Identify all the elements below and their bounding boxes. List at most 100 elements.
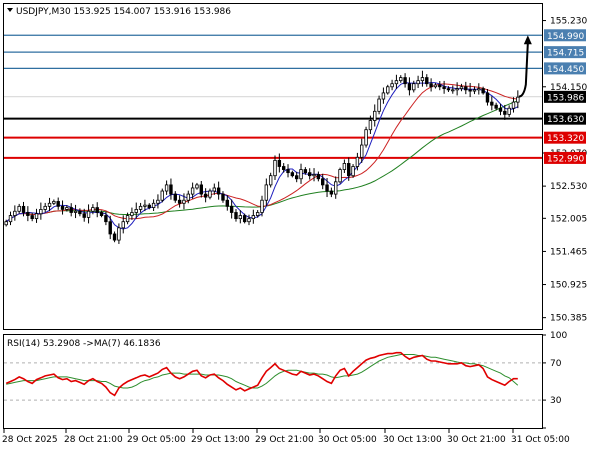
candle-body [472,89,477,92]
main-plot-area[interactable] [4,34,542,244]
rsi-pane-frame [3,334,543,429]
level-badge [544,90,586,103]
candle-body [507,107,511,115]
main-chart-frame [3,3,543,330]
candle-body [17,205,21,212]
candle-body [238,215,243,220]
candle-body [268,175,273,186]
candle-body [433,84,438,88]
candle-body [234,212,238,220]
time-tick-label: 30 Oct 21:00 [447,435,506,445]
candle-body [351,166,355,177]
time-tick-label: 28 Oct 2025 [2,435,58,445]
candle-body [498,107,503,112]
candle-body [286,169,290,174]
time-tick-label: 30 Oct 13:00 [383,435,442,445]
price-tick-label: 155.230 [550,17,587,27]
time-tick-label: 28 Oct 21:00 [64,435,123,445]
candle-body [442,86,446,90]
candle-body [156,199,160,204]
candle-body [186,193,190,201]
candle-body [390,83,394,88]
candle-body [260,199,264,213]
candle-body [121,221,125,229]
projection-arrow [518,43,529,98]
candle-body [277,159,282,167]
candle-body [438,84,442,88]
candle-body [216,187,221,195]
candle-body [347,163,351,177]
candle-body [403,77,407,85]
level-badge-label: 153.630 [547,115,584,125]
candle-body [195,184,199,189]
candle-body [134,209,138,213]
candle-body [299,169,303,180]
candle-body [177,199,182,204]
candle-body [477,88,481,91]
candle-body [420,77,425,82]
candle-body [95,207,99,213]
candle-body [503,110,507,115]
candle-body [273,159,277,177]
price-tick-label: 152.005 [550,214,587,224]
candle-body [69,207,73,213]
candle-body [329,190,334,195]
projection-arrow-head [523,35,532,45]
candle-body [212,187,217,192]
candle-body [377,98,381,112]
price-tick-label: 150.925 [550,281,587,291]
candle-body [464,86,468,91]
time-tick-label: 29 Oct 05:00 [127,435,186,445]
price-axis: 155.230154.150153.070152.530152.005151.4… [542,17,587,324]
candle-body [39,209,43,215]
level-badge [544,46,586,59]
level-badge [544,62,586,75]
time-tick-label: 31 Oct 05:00 [511,435,570,445]
candle-body [446,88,451,91]
candle-body [112,233,117,241]
candle-body [485,92,490,103]
candle-body [511,101,516,109]
rsi-plot-area[interactable] [4,351,542,401]
candle-body [13,210,17,216]
candle-body [425,77,429,85]
level-badge [544,151,586,164]
candle-body [104,215,108,223]
collapse-triangle-icon[interactable] [7,8,13,12]
candle-body [321,178,325,186]
candle-body [264,184,269,201]
candle-body [82,213,86,218]
candle-body [73,210,78,213]
candle-body [255,212,260,216]
candle-body [117,227,121,241]
candle-body [516,96,520,103]
candle-body [160,190,164,201]
candle-body [221,193,225,201]
level-badge-label: 153.986 [547,93,584,103]
rsi-tick-label: 100 [550,331,567,341]
time-tick-label: 29 Oct 21:00 [255,435,314,445]
price-tick-label: 150.385 [550,314,587,324]
candle-body [394,80,399,85]
rsi-ma-line [6,354,519,389]
candle-body [334,181,338,195]
candle-body [381,92,386,100]
candle-body [108,221,112,235]
candle-body [342,163,347,170]
candle-body [407,83,412,91]
candle-body [47,202,52,207]
candle-body [43,205,47,210]
candle-body [138,205,143,210]
time-tick-label: 29 Oct 13:00 [191,435,250,445]
candle-body [91,207,95,212]
candle-body [86,210,91,218]
candle-body [34,213,39,220]
level-badge [544,29,586,42]
candle-body [325,184,329,192]
rsi-axis: 100 70 30 [542,331,567,429]
candle-body [455,88,459,91]
candle-body [307,172,312,177]
time-axis: 28 Oct 2025 28 Oct 21:00 29 Oct 05:00 29 Oc… [2,429,570,445]
level-badge-label: 152.990 [547,154,584,164]
